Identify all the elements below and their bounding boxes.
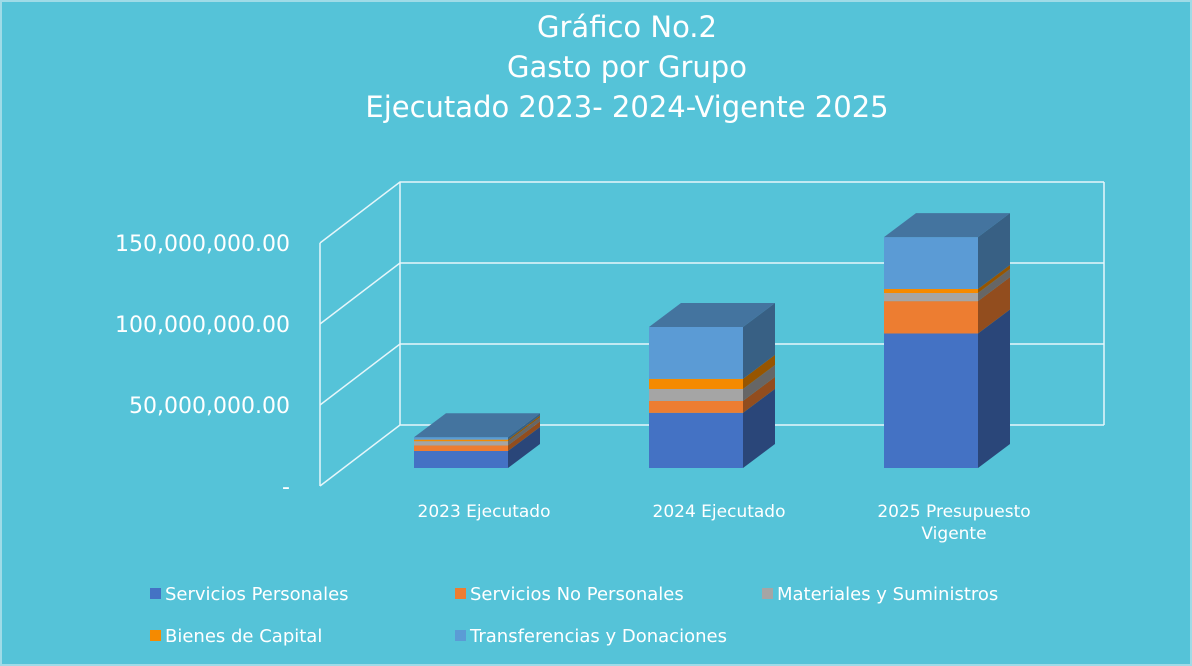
grid-line	[319, 343, 1104, 406]
bar-segment	[884, 277, 1010, 334]
x-tick-label: 2023 Ejecutado	[417, 502, 551, 522]
x-tick-label: 2025 Presupuesto Vigente	[877, 502, 1031, 544]
y-tick-label: -	[282, 475, 290, 500]
x-tick-label: 2024 Ejecutado	[652, 502, 786, 522]
bar-front	[414, 437, 508, 440]
bar-front	[884, 237, 978, 289]
bar-side	[743, 388, 775, 468]
bar-side	[978, 309, 1010, 468]
bar-front	[649, 378, 743, 389]
bar-top	[649, 303, 775, 328]
bar-segment	[649, 303, 775, 379]
bar-segment	[414, 413, 540, 440]
bar-segment	[649, 388, 775, 468]
grid-line	[319, 262, 1104, 325]
bar-side	[508, 421, 540, 451]
legend-label: Servicios Personales	[165, 584, 349, 605]
bar-side	[743, 354, 775, 389]
bar-front	[884, 288, 978, 294]
bar-side	[508, 426, 540, 468]
bar-segment	[414, 421, 540, 451]
grid-line	[319, 424, 1104, 487]
legend-label: Transferencias y Donaciones	[469, 626, 727, 647]
y-tick-label: 100,000,000.00	[115, 313, 290, 338]
legend-swatch	[455, 588, 466, 599]
legend-swatch	[455, 630, 466, 641]
chart-title: Gasto por Grupo	[507, 50, 747, 84]
bar-front	[649, 327, 743, 379]
bar-side	[508, 417, 540, 446]
bar-front	[884, 301, 978, 334]
bar-segment	[884, 264, 1010, 294]
bar-segment	[649, 354, 775, 389]
legend-label: Bienes de Capital	[165, 626, 322, 647]
bar-segment	[884, 269, 1010, 302]
bar-segment	[649, 364, 775, 401]
bar-side	[978, 277, 1010, 334]
bar-front	[649, 388, 743, 401]
y-tick-label: 150,000,000.00	[115, 232, 290, 257]
bar-segment	[414, 417, 540, 446]
bar-front	[884, 333, 978, 468]
bar-segment	[414, 426, 540, 468]
legend-swatch	[762, 588, 773, 599]
bar-front	[414, 445, 508, 451]
bar-side	[508, 413, 540, 440]
bar-front	[414, 439, 508, 442]
legend-label: Servicios No Personales	[470, 584, 684, 605]
chart-title: Gráfico No.2	[537, 10, 717, 44]
bar-side	[978, 264, 1010, 294]
bar-front	[649, 412, 743, 468]
legend-label: Materiales y Suministros	[777, 584, 998, 605]
bar-segment	[649, 376, 775, 413]
grid-line	[319, 181, 1104, 244]
bar-front	[649, 400, 743, 413]
bar-side	[978, 269, 1010, 302]
y-tick-label: 50,000,000.00	[129, 394, 290, 419]
bar-side	[743, 364, 775, 401]
bar-top	[884, 213, 1010, 238]
legend-swatch	[150, 588, 161, 599]
bar-top	[414, 413, 540, 438]
chart-title: Ejecutado 2023- 2024-Vigente 2025	[365, 90, 888, 124]
bar-side	[743, 303, 775, 379]
bar-segment	[414, 415, 540, 442]
bar-front	[414, 441, 508, 446]
bar-segment	[884, 309, 1010, 468]
bar-front	[414, 450, 508, 468]
bar-side	[978, 213, 1010, 289]
bar-side	[743, 376, 775, 413]
legend-swatch	[150, 630, 161, 641]
bar-front	[884, 293, 978, 302]
bar-segment	[884, 213, 1010, 289]
bar-side	[508, 415, 540, 442]
